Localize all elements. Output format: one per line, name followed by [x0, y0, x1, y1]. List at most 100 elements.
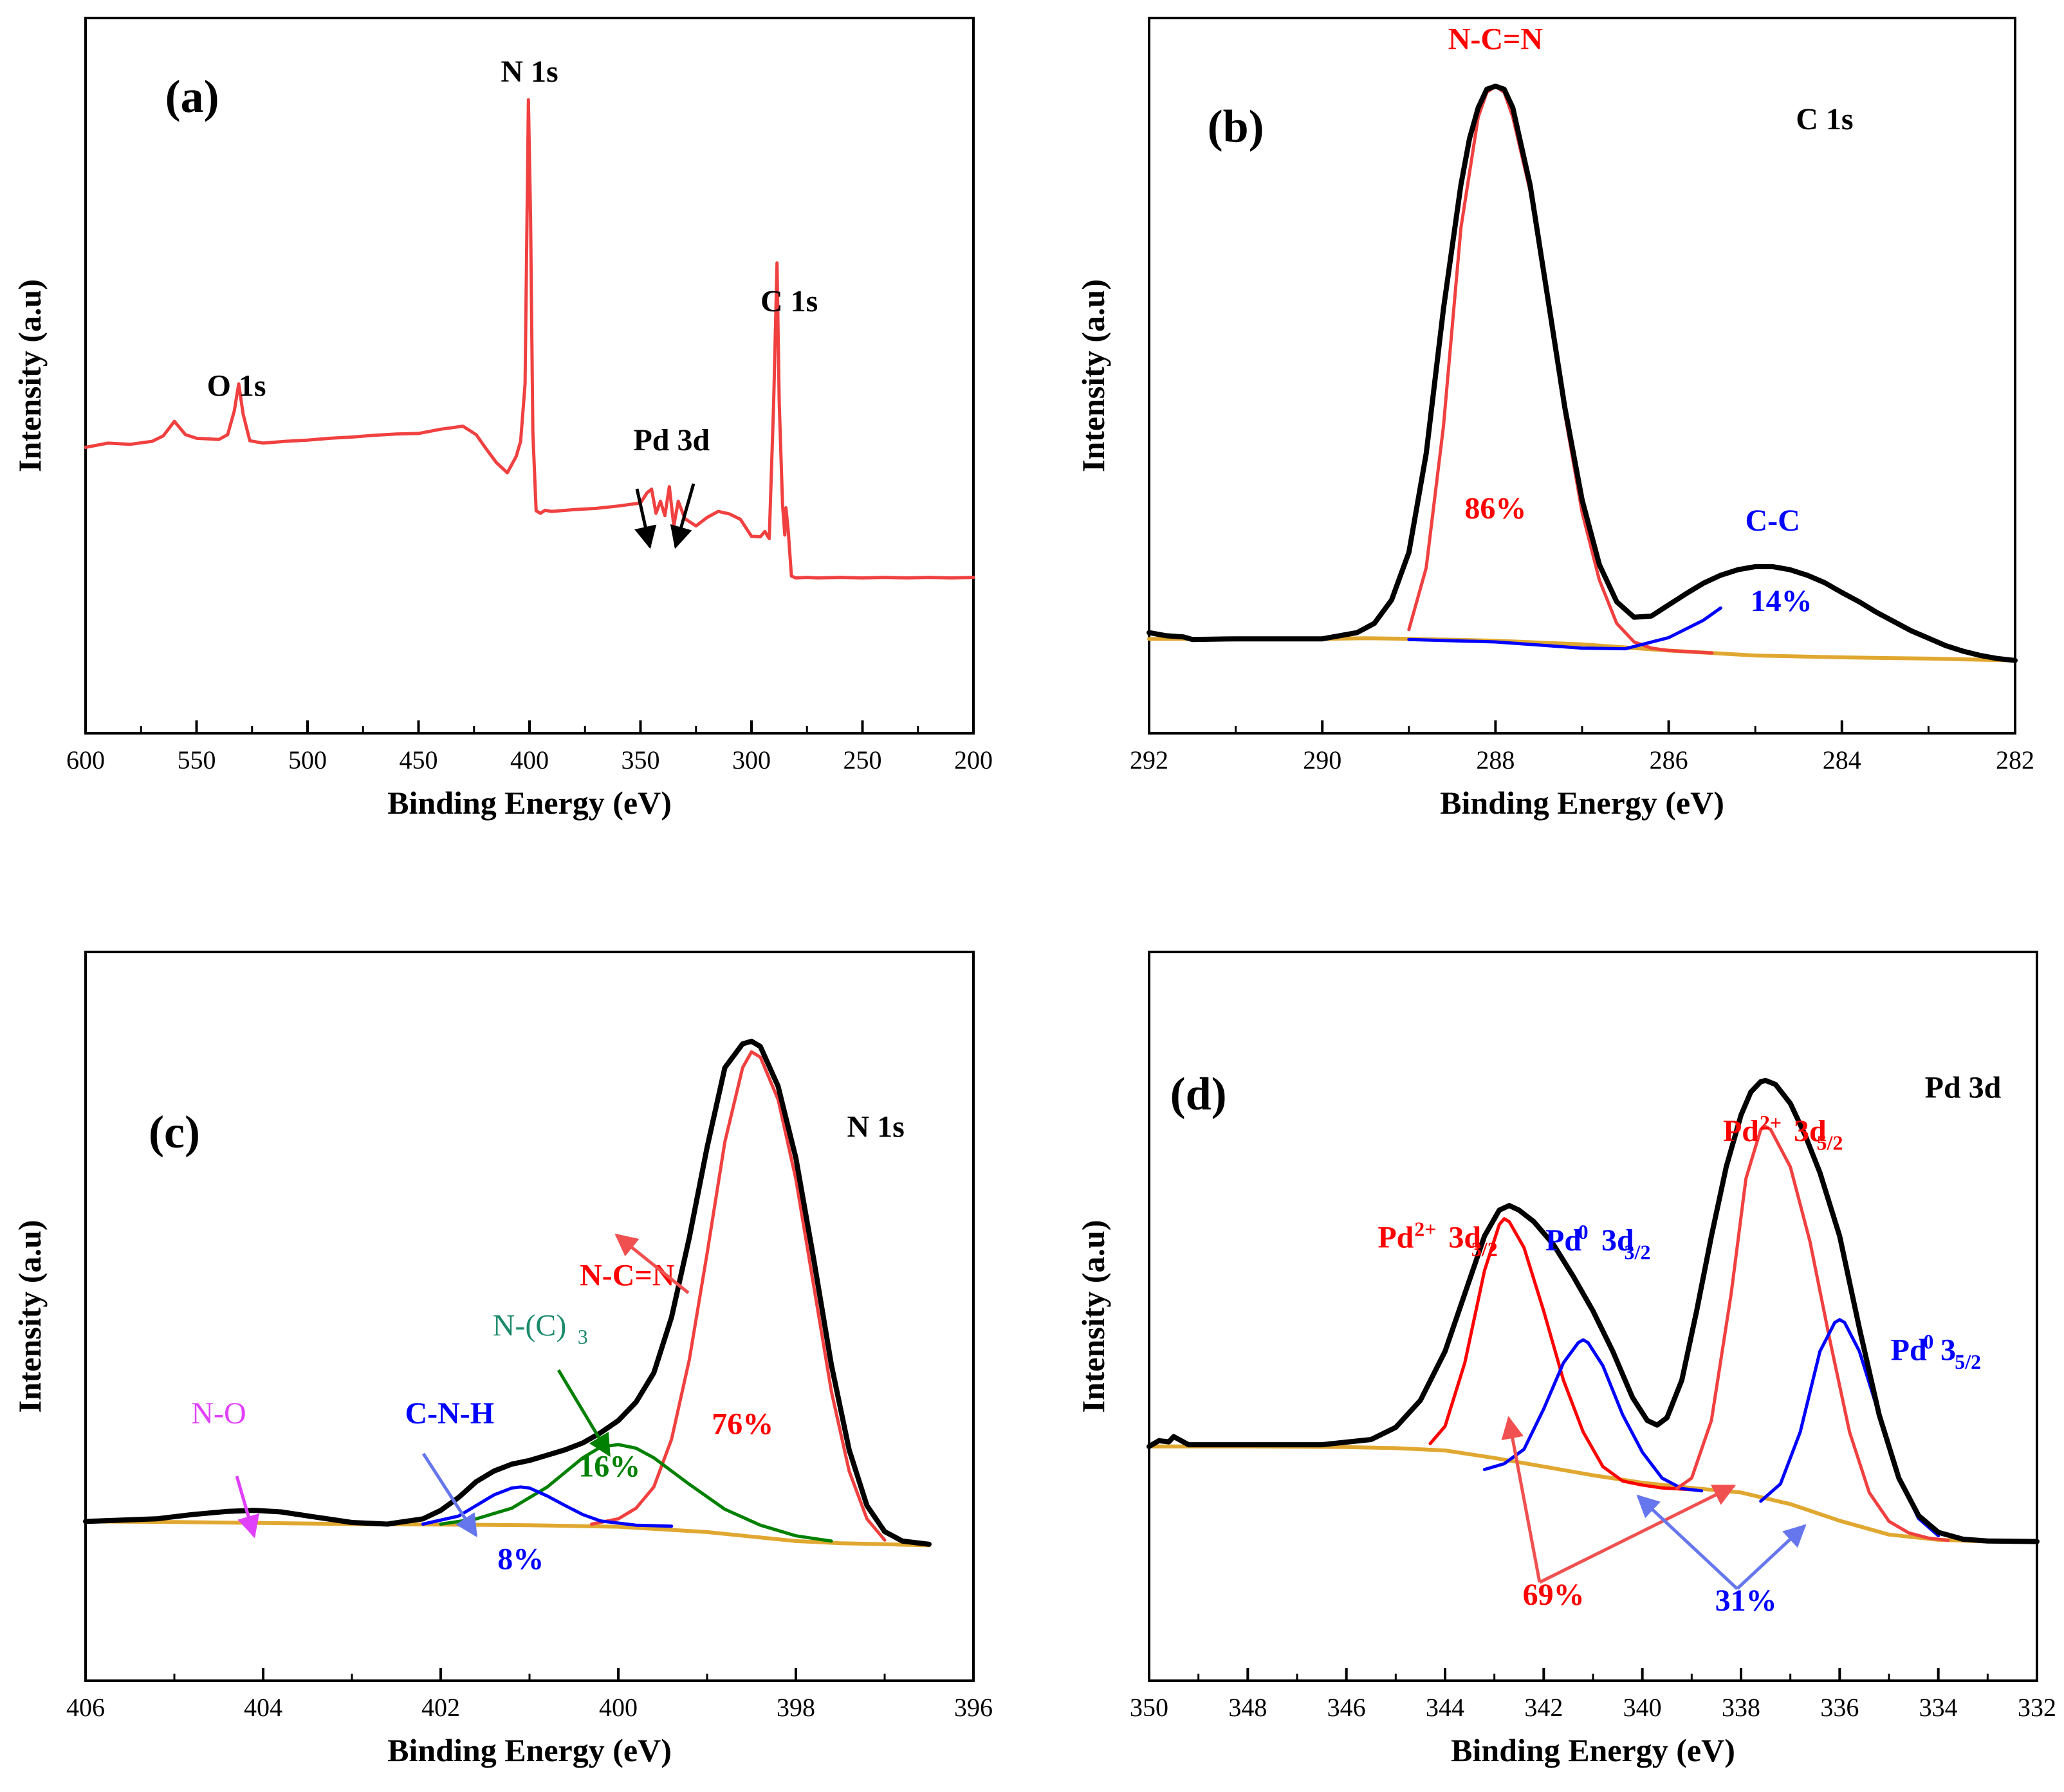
- annotation-label: Pd 3d: [1925, 1071, 2002, 1105]
- annotation-label: 69%: [1523, 1578, 1585, 1612]
- panel-a: 600 550 500 450 400 350 300 250 200 Binding Energ…: [12, 17, 993, 821]
- annotation-label: N-(C): [493, 1309, 567, 1343]
- annotation-arrow: [1538, 1484, 1737, 1584]
- x-tick-label: 340: [1623, 1693, 1662, 1722]
- annotation-arrow: [1636, 1494, 1738, 1590]
- x-axis-label: Binding Energy (eV): [1451, 1732, 1735, 1768]
- annotation-label: Pd 3d: [633, 423, 710, 457]
- annotation-label: 3/2: [1625, 1241, 1651, 1264]
- annotation-label: C-N-H: [405, 1396, 494, 1431]
- x-tick-label: 402: [421, 1693, 460, 1722]
- annotation-label: (d): [1170, 1068, 1227, 1120]
- annotation-label: 3d: [1601, 1223, 1634, 1257]
- annotation-arrow: [670, 483, 696, 549]
- annotation-label: 2+: [1760, 1111, 1782, 1134]
- annotation-label: N-C=N: [1448, 22, 1543, 56]
- y-axis-label: Intensity (a.u): [1075, 279, 1111, 472]
- annotation-label: N-O: [191, 1396, 246, 1431]
- x-tick-label: 346: [1327, 1693, 1366, 1722]
- annotation-label: C 1s: [760, 284, 818, 318]
- x-tick-label: 406: [66, 1693, 105, 1722]
- annotation-label: O 1s: [207, 369, 266, 403]
- x-tick-label: 282: [1996, 745, 2034, 774]
- x-tick-label: 404: [244, 1693, 282, 1722]
- series-n-c-3: [439, 1443, 833, 1543]
- annotation-label: Pd: [1545, 1223, 1581, 1257]
- x-tick-label: 288: [1476, 745, 1515, 774]
- annotation-arrow: [1736, 1524, 1807, 1590]
- annotation-label: 8%: [497, 1542, 544, 1577]
- annotation-label: N 1s: [847, 1110, 905, 1144]
- annotation-label: Pd: [1378, 1221, 1414, 1255]
- x-tick-label: 400: [510, 745, 549, 774]
- x-axis-label: Binding Energy (eV): [387, 785, 672, 821]
- x-tick-label: 336: [1820, 1693, 1859, 1722]
- series-baseline: [1147, 1444, 2039, 1544]
- annotation-label: 3d: [1794, 1114, 1827, 1148]
- annotation-label: 3d: [1448, 1221, 1481, 1255]
- annotation-label: (a): [165, 71, 219, 122]
- annotation-arrow: [614, 1233, 690, 1294]
- annotation-arrow: [1501, 1416, 1542, 1583]
- panel-b: 292 290 288 286 284 282 Binding Energy (eV) Int…: [1075, 17, 2034, 821]
- panel-c: 406 404 402 400 398 396 Binding Energy (eV) Int…: [12, 951, 993, 1768]
- annotation-label: 76%: [712, 1407, 773, 1441]
- y-axis-label: Intensity (a.u): [12, 1220, 48, 1413]
- annotation-label: (b): [1208, 100, 1264, 152]
- x-tick-label: 350: [1130, 1693, 1168, 1722]
- series-c-c: [1407, 606, 1722, 651]
- series-n-c-n: [590, 1050, 887, 1542]
- annotation-label: N 1s: [501, 55, 558, 89]
- y-axis-label: Intensity (a.u): [1075, 1220, 1111, 1413]
- annotation-label: 2+: [1414, 1218, 1436, 1241]
- annotation-arrow: [634, 488, 657, 549]
- series-envelope: [1147, 84, 2018, 663]
- annotation-label: C-C: [1745, 504, 1800, 538]
- annotation-arrow: [421, 1452, 478, 1537]
- annotation-label: Pd: [1723, 1114, 1759, 1148]
- annotation-arrow: [235, 1476, 260, 1539]
- x-tick-label: 500: [288, 745, 327, 774]
- plot-frame: [1148, 17, 2016, 735]
- annotation-label: 3/2: [1471, 1238, 1498, 1261]
- annotation-arrow: [557, 1369, 611, 1458]
- annotation-label: 5/2: [1955, 1350, 1981, 1373]
- series-envelope: [83, 1038, 932, 1547]
- annotation-label: 3: [578, 1325, 588, 1348]
- annotation-label: N-C=N: [580, 1258, 675, 1292]
- series-pd0-3d3-2: [1482, 1338, 1704, 1493]
- x-tick-label: 342: [1524, 1693, 1563, 1722]
- x-tick-label: 200: [954, 745, 993, 774]
- x-tick-label: 338: [1722, 1693, 1760, 1722]
- x-tick-label: 290: [1303, 745, 1341, 774]
- x-tick-label: 350: [622, 745, 660, 774]
- panel-d: 350 348 346 344 342 340 338 336 334 332 Binding En…: [1075, 951, 2056, 1768]
- annotation-label: C 1s: [1796, 102, 1853, 136]
- x-tick-label: 450: [400, 745, 438, 774]
- x-tick-label: 550: [178, 745, 216, 774]
- x-tick-label: 284: [1823, 745, 1861, 774]
- x-tick-label: 348: [1228, 1693, 1267, 1722]
- x-tick-label: 286: [1650, 745, 1688, 774]
- annotation-label: Pd: [1891, 1333, 1927, 1367]
- x-axis-label: Binding Energy (eV): [1440, 785, 1724, 821]
- series-pd2-3d5-2: [1675, 1125, 1950, 1542]
- annotation-label: 86%: [1464, 491, 1526, 526]
- annotation-label: 3: [1940, 1333, 1956, 1367]
- series-survey: [84, 98, 975, 580]
- annotation-label: 0: [1923, 1330, 1933, 1353]
- x-tick-label: 600: [66, 745, 105, 774]
- annotation-label: 31%: [1715, 1584, 1777, 1618]
- x-tick-label: 292: [1130, 745, 1168, 774]
- series-pd2-3d3-2: [1428, 1217, 1693, 1492]
- series-envelope: [1147, 1077, 2040, 1544]
- y-axis-label: Intensity (a.u): [12, 279, 48, 472]
- x-tick-label: 332: [2018, 1693, 2056, 1722]
- x-axis-label: Binding Energy (eV): [387, 1732, 672, 1768]
- annotation-label: (c): [149, 1106, 200, 1158]
- annotation-label: 0: [1578, 1220, 1589, 1243]
- x-tick-label: 398: [777, 1693, 815, 1722]
- annotation-arrows: [235, 483, 1807, 1590]
- x-tick-label: 400: [599, 1693, 638, 1722]
